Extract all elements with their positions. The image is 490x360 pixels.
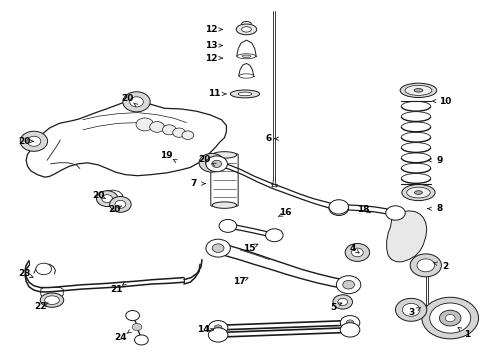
Ellipse shape (400, 83, 437, 98)
Text: 20: 20 (92, 190, 104, 199)
Text: 24: 24 (114, 333, 127, 342)
Circle shape (345, 243, 369, 261)
Circle shape (422, 297, 479, 339)
Circle shape (343, 280, 354, 289)
Polygon shape (26, 99, 226, 177)
Circle shape (346, 320, 354, 325)
Polygon shape (387, 211, 427, 262)
Text: 15: 15 (243, 244, 255, 253)
Ellipse shape (402, 184, 435, 201)
Text: 22: 22 (34, 302, 47, 311)
Text: 7: 7 (191, 179, 197, 188)
Circle shape (430, 303, 471, 333)
Text: 13: 13 (204, 41, 217, 50)
Circle shape (214, 325, 222, 330)
Circle shape (206, 156, 227, 172)
Text: 23: 23 (18, 269, 30, 278)
Ellipse shape (414, 89, 423, 92)
Text: 20: 20 (122, 94, 134, 103)
Text: 3: 3 (408, 308, 414, 317)
Text: 11: 11 (208, 89, 221, 98)
Circle shape (340, 316, 360, 330)
Circle shape (208, 320, 228, 335)
Circle shape (206, 239, 230, 257)
Circle shape (340, 323, 360, 337)
Circle shape (132, 323, 142, 330)
Circle shape (126, 311, 140, 320)
Text: 14: 14 (197, 325, 210, 334)
Circle shape (333, 295, 352, 309)
Circle shape (336, 276, 361, 294)
Ellipse shape (237, 54, 256, 59)
Circle shape (36, 263, 51, 275)
Circle shape (150, 122, 164, 132)
Circle shape (136, 118, 154, 131)
Circle shape (212, 160, 221, 167)
Ellipse shape (230, 90, 260, 98)
Text: 12: 12 (204, 54, 217, 63)
Text: 6: 6 (265, 134, 271, 143)
Ellipse shape (242, 27, 251, 32)
Text: 4: 4 (349, 244, 356, 253)
Text: 1: 1 (464, 330, 470, 339)
Ellipse shape (239, 74, 254, 78)
FancyBboxPatch shape (211, 154, 238, 206)
Circle shape (212, 244, 224, 252)
Circle shape (266, 229, 283, 242)
Text: 17: 17 (233, 276, 245, 285)
Circle shape (110, 197, 131, 212)
Text: 10: 10 (439, 96, 451, 105)
Circle shape (182, 131, 194, 139)
Ellipse shape (415, 191, 422, 194)
Ellipse shape (405, 85, 432, 95)
Text: 12: 12 (204, 25, 217, 34)
Text: 18: 18 (357, 205, 369, 214)
Text: 2: 2 (442, 262, 448, 271)
Circle shape (351, 248, 363, 257)
Circle shape (102, 195, 113, 203)
Text: 19: 19 (160, 151, 172, 160)
Ellipse shape (236, 24, 257, 35)
Ellipse shape (212, 152, 237, 158)
Circle shape (130, 97, 144, 107)
Text: 9: 9 (436, 156, 442, 165)
Circle shape (395, 298, 427, 321)
Circle shape (208, 328, 228, 342)
Circle shape (205, 158, 218, 167)
Ellipse shape (212, 202, 237, 208)
Circle shape (386, 206, 405, 220)
Ellipse shape (238, 92, 252, 96)
Circle shape (329, 201, 348, 216)
Circle shape (445, 315, 455, 321)
Circle shape (20, 131, 48, 151)
Circle shape (135, 335, 148, 345)
Text: 21: 21 (111, 285, 123, 294)
Text: 20: 20 (108, 205, 120, 214)
Circle shape (172, 128, 185, 137)
Circle shape (162, 125, 176, 135)
Text: 20: 20 (18, 137, 30, 146)
Circle shape (410, 254, 441, 277)
Circle shape (115, 201, 126, 208)
Circle shape (440, 310, 461, 326)
Circle shape (417, 259, 435, 272)
Circle shape (27, 136, 41, 146)
Circle shape (97, 191, 118, 207)
Circle shape (329, 200, 348, 214)
Ellipse shape (45, 296, 59, 305)
Ellipse shape (242, 55, 251, 58)
Circle shape (338, 298, 347, 306)
Text: 5: 5 (330, 303, 336, 312)
Circle shape (334, 205, 343, 212)
Circle shape (402, 303, 420, 316)
Ellipse shape (407, 187, 430, 198)
Circle shape (219, 220, 237, 232)
Circle shape (123, 92, 150, 112)
Ellipse shape (40, 293, 64, 307)
Circle shape (199, 153, 224, 172)
Text: 8: 8 (436, 204, 442, 213)
Text: 20: 20 (199, 155, 211, 164)
Text: 16: 16 (279, 208, 292, 217)
